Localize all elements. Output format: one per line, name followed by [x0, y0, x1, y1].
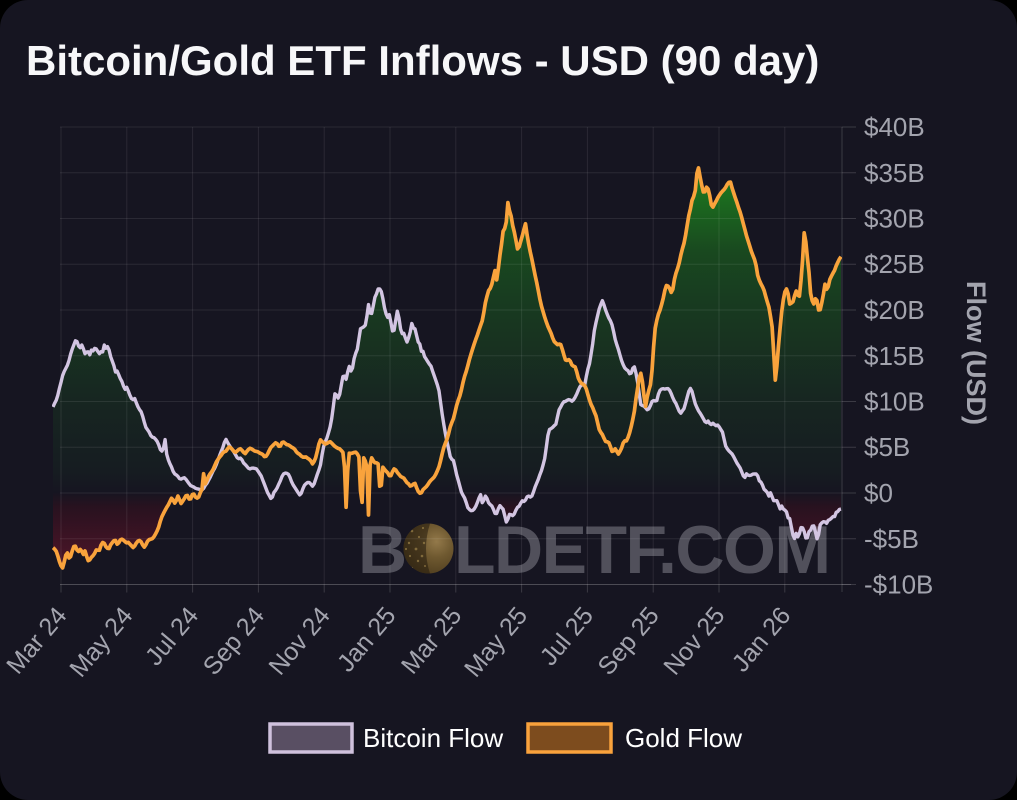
svg-text:$40B: $40B	[864, 112, 925, 142]
svg-text:Flow (USD): Flow (USD)	[961, 281, 991, 425]
svg-text:Jan 26: Jan 26	[727, 602, 797, 677]
svg-text:$35B: $35B	[864, 158, 925, 188]
svg-text:$10B: $10B	[864, 387, 925, 417]
svg-text:-$10B: -$10B	[864, 570, 933, 600]
svg-text:$20B: $20B	[864, 295, 925, 325]
svg-text:Mar 24: Mar 24	[1, 602, 73, 680]
svg-text:-$5B: -$5B	[864, 524, 919, 554]
svg-text:Mar 25: Mar 25	[396, 602, 467, 680]
svg-text:$15B: $15B	[864, 341, 925, 371]
svg-text:Jul 25: Jul 25	[535, 602, 599, 671]
svg-text:$30B: $30B	[864, 204, 925, 234]
svg-text:Nov 24: Nov 24	[263, 602, 335, 681]
svg-text:May 25: May 25	[459, 602, 533, 683]
svg-text:$25B: $25B	[864, 249, 925, 279]
svg-text:Jul 24: Jul 24	[140, 602, 204, 671]
svg-text:$0: $0	[864, 478, 893, 508]
svg-text:Sep 24: Sep 24	[198, 602, 270, 681]
svg-text:Gold Flow: Gold Flow	[625, 723, 742, 753]
svg-text:Jan 25: Jan 25	[332, 602, 402, 677]
svg-text:$5B: $5B	[864, 432, 910, 462]
svg-text:Nov 25: Nov 25	[658, 602, 730, 681]
svg-text:Sep 25: Sep 25	[592, 602, 664, 681]
svg-text:B: B	[358, 512, 406, 588]
svg-text:LDETF.COM: LDETF.COM	[454, 512, 830, 588]
svg-text:May 24: May 24	[64, 602, 138, 683]
svg-text:Bitcoin Flow: Bitcoin Flow	[363, 723, 503, 753]
